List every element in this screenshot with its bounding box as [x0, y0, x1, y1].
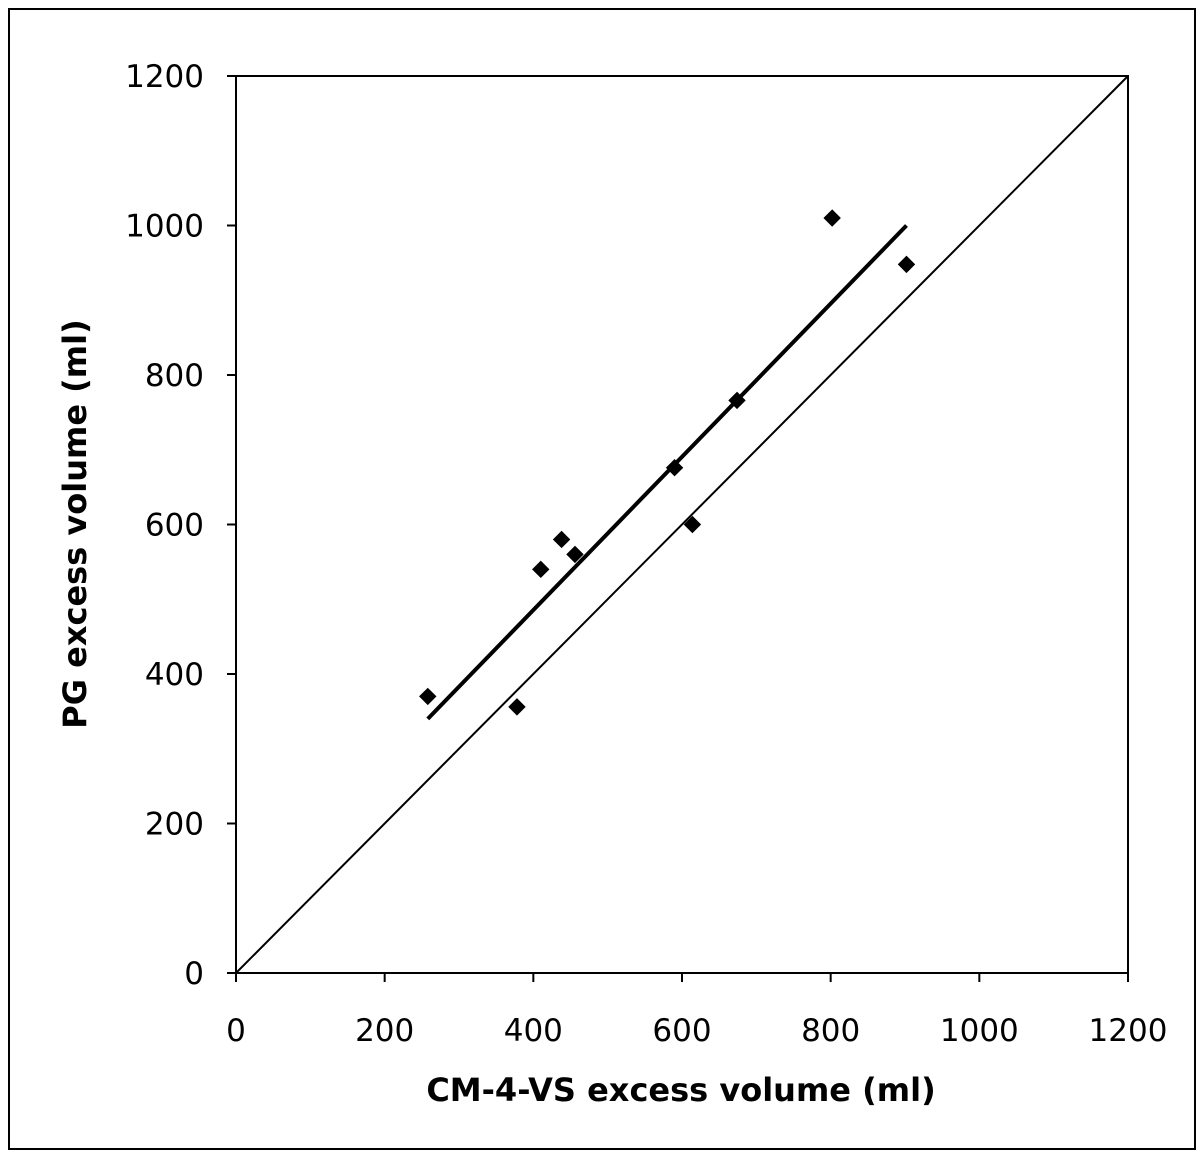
data-point-diamond: [566, 545, 584, 564]
data-point-diamond: [508, 698, 526, 716]
x-tick-label: 800: [801, 1013, 860, 1049]
y-tick-label: 200: [145, 807, 204, 843]
identity-line: [235, 75, 1129, 974]
y-tick-label: 1200: [125, 59, 204, 95]
x-tick-label: 400: [504, 1013, 563, 1049]
x-tick-label: 200: [355, 1013, 414, 1049]
x-tick-label: 600: [652, 1013, 711, 1049]
data-point-diamond: [665, 458, 684, 477]
y-tick-label: 800: [145, 358, 204, 394]
data-point-diamond: [552, 530, 571, 549]
y-tick-label: 1000: [125, 209, 204, 245]
data-point-diamond: [897, 255, 916, 274]
data-point-diamond: [532, 560, 550, 579]
x-axis-title: CM-4-VS excess volume (ml): [426, 1071, 935, 1109]
lines-layer: [235, 75, 1129, 974]
data-point-diamond: [683, 515, 702, 534]
data-point-diamond: [728, 391, 746, 410]
data-point-diamond: [823, 209, 841, 227]
data-point-diamond: [419, 687, 437, 706]
x-axis-ticks: 0 200 400 600 800 1000 1200: [226, 973, 1167, 1049]
y-axis-title: PG excess volume (ml): [56, 319, 94, 728]
x-tick-label: 1000: [940, 1013, 1019, 1049]
y-tick-label: 400: [145, 657, 204, 693]
y-axis-ticks: 0 200 400 600 800 1000 1200: [125, 59, 236, 992]
y-tick-label: 600: [145, 508, 204, 544]
y-tick-label: 0: [184, 956, 204, 992]
data-points: [419, 209, 916, 716]
x-tick-label: 1200: [1089, 1013, 1168, 1049]
regression-line: [426, 224, 908, 721]
x-tick-label: 0: [226, 1013, 246, 1049]
